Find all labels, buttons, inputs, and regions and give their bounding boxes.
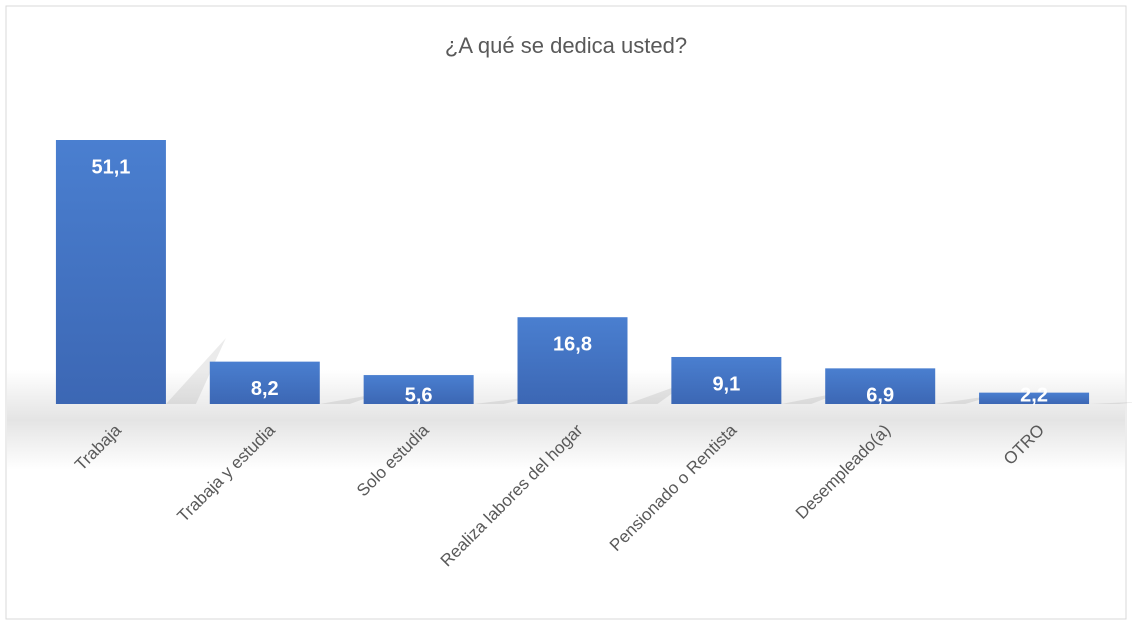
bar	[825, 368, 936, 404]
bar	[671, 356, 782, 404]
bar	[209, 361, 320, 404]
bar-shadow	[1089, 401, 1132, 404]
bar-shadow	[165, 338, 226, 404]
bar	[363, 375, 474, 404]
data-label: 2,2	[1020, 384, 1048, 406]
chart-border	[5, 5, 1127, 620]
bar-shadow	[935, 395, 996, 404]
bar	[55, 140, 166, 404]
bar	[517, 317, 628, 404]
data-label: 5,6	[405, 384, 433, 406]
bar-shadow	[627, 382, 688, 404]
chart-title: ¿A qué se dedica usted?	[445, 33, 687, 58]
data-label: 9,1	[712, 373, 740, 395]
bar	[979, 392, 1090, 404]
data-label: 51,1	[91, 156, 130, 178]
data-label: 8,2	[251, 378, 279, 400]
data-label: 6,9	[866, 384, 894, 406]
data-label: 16,8	[553, 333, 592, 355]
